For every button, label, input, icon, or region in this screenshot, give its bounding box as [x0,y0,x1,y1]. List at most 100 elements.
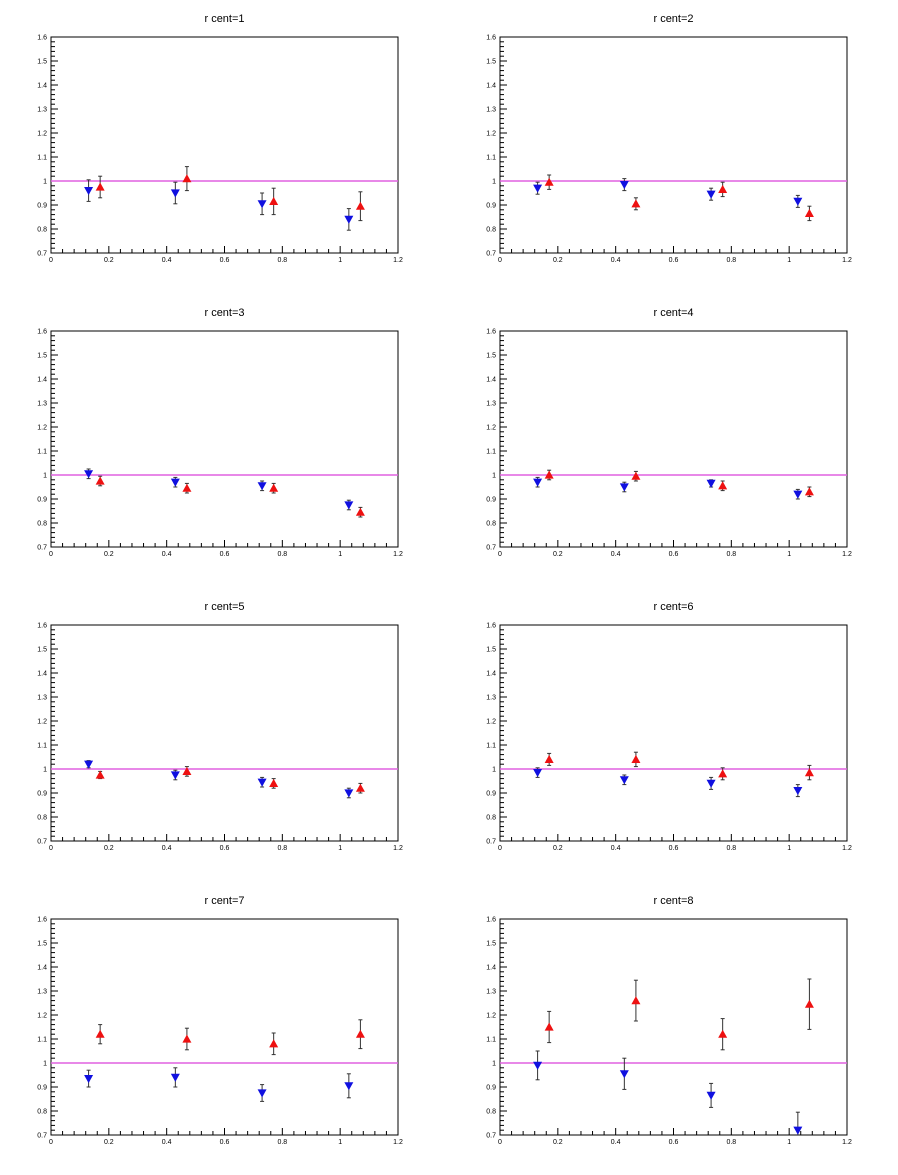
triangle-up-point [804,768,814,777]
x-tick-label: 0.6 [669,257,679,264]
y-tick-label: 1.6 [37,917,47,924]
triangle-up-point [355,783,365,792]
y-tick-label: 0.8 [37,227,47,234]
x-tick-label: 1 [787,551,791,558]
x-tick-label: 1 [338,551,342,558]
triangle-up-point [355,507,365,516]
chart-panel-5: r cent=5 0.7 0.8 0.9 1 1.1 1.2 1.3 1.4 1.5 1.6 0 0.2… [37,601,403,852]
chart-title: r cent=6 [653,601,693,613]
y-tick-label: 1 [492,767,496,774]
triangle-up-point [182,174,192,183]
x-tick-label: 0 [498,1139,502,1146]
triangle-up-point [544,177,554,186]
triangle-down-point [170,189,180,198]
y-tick-label: 1.1 [486,155,496,162]
plot-frame [50,36,399,254]
x-tick-label: 0.6 [669,845,679,852]
y-tick-label: 0.8 [37,521,47,528]
triangle-down-point [619,1070,629,1079]
y-tick-label: 1.6 [37,623,47,630]
triangle-down-point [344,501,354,510]
triangle-up-point [95,476,105,485]
x-tick-label: 1 [787,845,791,852]
y-tick-label: 1.6 [486,917,496,924]
triangle-down-point [533,184,543,193]
triangle-down-point [344,789,354,798]
x-tick-label: 1.2 [842,1139,852,1146]
x-tick-label: 1.2 [393,551,403,558]
y-tick-label: 1.2 [486,131,496,138]
triangle-down-point [619,776,629,785]
y-tick-label: 0.8 [486,815,496,822]
y-tick-label: 0.9 [37,791,47,798]
triangle-down-point [793,490,803,499]
x-tick-label: 0.8 [277,551,287,558]
triangle-up-point [718,481,728,490]
triangle-down-point [84,470,94,479]
x-tick-label: 0.4 [611,1139,621,1146]
y-tick-label: 1.1 [486,1037,496,1044]
x-tick-label: 1.2 [393,845,403,852]
x-tick-label: 1 [338,257,342,264]
triangle-down-point [706,1091,716,1100]
triangle-down-point [793,197,803,206]
chart-panel-2: r cent=2 0.7 0.8 0.9 1 1.1 1.2 1.3 1.4 1.5 1.6 0 0.2… [486,13,852,264]
y-tick-label: 1.5 [37,941,47,948]
y-tick-label: 1.3 [486,989,496,996]
y-tick-label: 1.3 [37,401,47,408]
chart-panel-4: r cent=4 0.7 0.8 0.9 1 1.1 1.2 1.3 1.4 1.5 1.6 0 0.2… [486,307,852,558]
x-tick-label: 0 [498,551,502,558]
y-tick-label: 1.2 [37,131,47,138]
triangle-up-point [269,778,279,787]
triangle-up-point [631,199,641,208]
x-tick-label: 0.6 [220,257,230,264]
y-tick-label: 1.3 [486,695,496,702]
triangle-up-point [182,1034,192,1043]
triangle-up-point [718,769,728,778]
x-tick-label: 0.2 [553,551,563,558]
y-tick-label: 1 [43,179,47,186]
y-tick-label: 1.1 [37,449,47,456]
y-tick-label: 0.7 [486,251,496,258]
plot-frame [50,624,399,842]
x-tick-label: 0.6 [220,845,230,852]
x-tick-label: 1.2 [842,257,852,264]
y-tick-label: 0.7 [486,839,496,846]
triangle-up-point [718,1029,728,1038]
y-tick-label: 1.4 [486,83,496,90]
triangle-up-point [544,754,554,763]
triangle-up-point [631,754,641,763]
triangle-up-point [631,471,641,480]
y-tick-label: 1.6 [37,35,47,42]
y-tick-label: 0.7 [486,545,496,552]
triangle-down-point [533,478,543,487]
x-tick-label: 1.2 [842,845,852,852]
chart-panel-7: r cent=7 0.7 0.8 0.9 1 1.1 1.2 1.3 1.4 1.5 1.6 0 0.2… [37,895,403,1146]
y-tick-label: 1.5 [486,59,496,66]
y-tick-label: 0.8 [486,227,496,234]
y-tick-label: 1.4 [486,965,496,972]
triangle-up-point [355,201,365,210]
plot-frame [50,330,399,548]
triangle-up-point [544,1022,554,1031]
y-tick-label: 0.9 [37,497,47,504]
x-tick-label: 0.2 [553,257,563,264]
y-tick-label: 1.2 [37,425,47,432]
x-tick-label: 0.2 [104,551,114,558]
y-tick-label: 1.4 [37,377,47,384]
x-tick-label: 1 [787,1139,791,1146]
x-tick-label: 0 [49,257,53,264]
y-tick-label: 0.7 [37,545,47,552]
y-tick-label: 1.3 [486,401,496,408]
triangle-up-point [631,996,641,1005]
y-tick-label: 0.9 [37,203,47,210]
chart-panel-8: r cent=8 0.7 0.8 0.9 1 1.1 1.2 1.3 1.4 1.5 1.6 0 0.2… [486,895,852,1146]
y-tick-label: 0.9 [486,497,496,504]
y-tick-label: 1.5 [37,647,47,654]
x-tick-label: 0 [498,845,502,852]
triangle-down-point [257,200,267,209]
triangle-up-point [95,182,105,191]
triangle-up-point [355,1029,365,1038]
triangle-up-point [544,470,554,479]
